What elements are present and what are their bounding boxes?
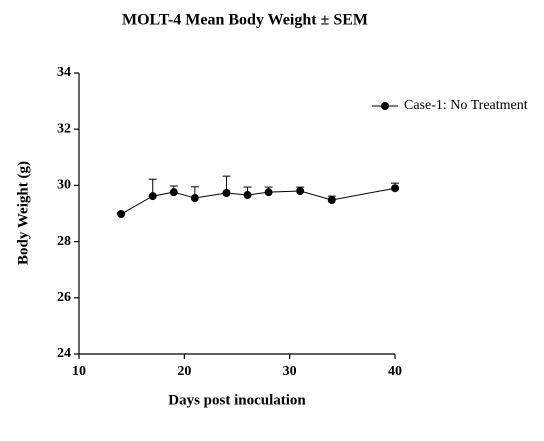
- x-tick-label: 20: [177, 364, 191, 379]
- y-tick-label: 26: [57, 290, 71, 305]
- point: [327, 196, 336, 205]
- point: [169, 188, 178, 197]
- y-axis-label: Body Weight (g): [15, 161, 31, 265]
- point: [148, 192, 157, 201]
- x-tick-label: 10: [72, 364, 86, 379]
- series-line: [120, 187, 396, 215]
- point: [264, 188, 273, 197]
- y-tick-label: 32: [57, 121, 71, 136]
- point: [391, 184, 399, 193]
- legend-label: Case-1: No Treatment: [404, 98, 528, 113]
- x-tick-label: 30: [283, 364, 297, 379]
- point: [222, 188, 231, 197]
- point: [117, 210, 126, 219]
- point: [296, 187, 305, 196]
- point: [243, 190, 252, 199]
- y-tick-label: 34: [57, 65, 71, 80]
- y-tick-label: 30: [57, 178, 71, 193]
- x-axis-label: Days post inoculation: [168, 392, 306, 408]
- legend-marker: [381, 102, 389, 110]
- chart-title: MOLT-4 Mean Body Weight ± SEM: [122, 12, 368, 29]
- x-tick-label: 40: [388, 364, 402, 379]
- y-tick-label: 24: [57, 346, 71, 361]
- point: [190, 194, 199, 203]
- y-tick-label: 28: [57, 234, 71, 249]
